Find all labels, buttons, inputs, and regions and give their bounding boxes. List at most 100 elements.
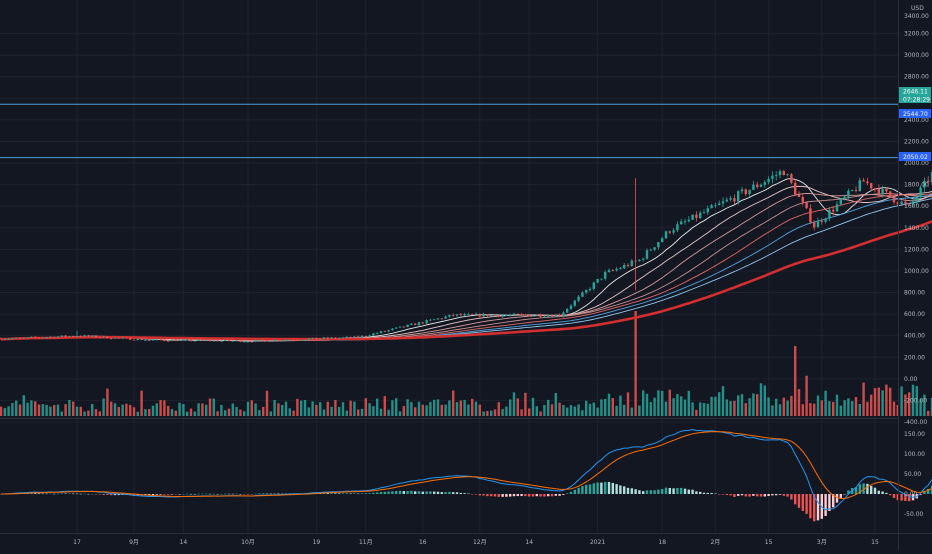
macd-histogram-bar (383, 491, 386, 494)
volume-bar (634, 311, 637, 416)
horizontal-lines[interactable] (0, 93, 932, 159)
macd-histogram-bar (170, 494, 174, 495)
volume-bar (843, 400, 846, 416)
candle-body (353, 336, 356, 338)
macd-histogram-bar (254, 493, 257, 495)
macd-histogram-bar (482, 494, 485, 496)
price-axis[interactable]: USD 3400.00 3200.003000.002800.002600.00… (904, 5, 929, 426)
volume-bar (159, 400, 162, 416)
macd-histogram-bar (360, 493, 364, 494)
macd-histogram-bar (201, 493, 204, 495)
macd-histogram-bar (870, 485, 873, 494)
candle-body (83, 335, 86, 337)
candle-body (182, 339, 185, 341)
volume-bar (349, 400, 352, 416)
macd-histogram-bar (828, 494, 831, 511)
macd-histogram-bar (687, 489, 690, 494)
candle-body (345, 336, 348, 338)
volume-bar (820, 400, 823, 416)
volume-bar (794, 346, 797, 416)
candle-body (41, 337, 44, 339)
countdown-label: 07:28:29 (903, 97, 930, 104)
candle-body (900, 201, 903, 205)
volume-bar (554, 393, 557, 416)
macd-histogram-bar (53, 493, 56, 495)
candle-body (250, 341, 253, 343)
volume-bar (729, 401, 732, 416)
macd-histogram-bar (178, 494, 181, 495)
volume-bar (733, 400, 736, 416)
macd-histogram-bar (699, 491, 702, 494)
macd-histogram-bar (387, 491, 390, 494)
volume-bar (547, 399, 550, 416)
macd-histogram-bar (490, 494, 493, 497)
time-tick-label: 18 (658, 539, 666, 546)
candle-body (706, 208, 709, 213)
candle-body (801, 197, 804, 203)
candle-body (239, 340, 242, 342)
time-tick-label: 10月 (241, 539, 255, 546)
volume-bar (801, 404, 804, 416)
macd-histogram-bar (326, 493, 329, 494)
candle-body (535, 314, 538, 316)
candle-body (322, 337, 326, 339)
volume-bar (30, 400, 33, 416)
volume-bar (417, 401, 421, 416)
macd-histogram-bar (524, 494, 527, 497)
volume-bar (919, 399, 922, 416)
volume-bar (615, 405, 618, 416)
candle-body (307, 338, 310, 340)
macd-histogram-bar (645, 490, 649, 494)
volume-bar (205, 404, 208, 416)
candle-body (661, 238, 664, 243)
candle-body (756, 184, 759, 187)
candle-body (740, 189, 744, 192)
macd-histogram-bar (573, 489, 576, 494)
volume-bar (676, 394, 679, 416)
macd-pane (0, 428, 932, 522)
macd-histogram-bar (398, 490, 402, 494)
volume-bar (706, 403, 709, 416)
candle-body (296, 340, 299, 341)
price-tick-label: 2800.00 (904, 74, 929, 81)
candle-body (45, 337, 48, 339)
macd-histogram-bar (174, 494, 177, 495)
volume-bar (558, 402, 561, 416)
volume-bar (239, 409, 242, 416)
macd-histogram-bar (516, 494, 519, 497)
volume-bar (718, 392, 721, 416)
volume-bar (881, 390, 884, 416)
macd-histogram-bar (429, 491, 432, 494)
volume-bar (486, 411, 489, 416)
candle-body (919, 187, 922, 198)
volume-bar (668, 389, 671, 416)
volume-bar (509, 399, 512, 416)
macd-histogram-bar (759, 494, 763, 497)
volume-bar (725, 399, 728, 416)
macd-histogram-bar (695, 491, 698, 494)
candle-body (581, 292, 584, 297)
volume-bar (501, 409, 504, 416)
candle-body (832, 209, 835, 212)
volume-bar (493, 409, 497, 416)
candle-body (904, 201, 907, 204)
macd-histogram-bar (353, 493, 356, 494)
time-axis[interactable]: 179月1410月1911月1612月142021182月153月154月145… (73, 539, 932, 546)
candle-body (243, 341, 246, 343)
time-tick-label: 19 (313, 539, 321, 546)
volume-bar (862, 382, 865, 416)
candle-body (155, 339, 158, 341)
candle-body (877, 188, 880, 195)
macd-axis[interactable]: 150.00 100.00 50.00 0.00 -50.00 (904, 431, 925, 518)
volume-bar (832, 401, 835, 416)
candle-body (531, 315, 535, 317)
macd-histogram-bar (653, 490, 656, 494)
volume-bar (125, 403, 128, 416)
macd-histogram-bar (505, 494, 508, 497)
price-tick-label: 600.00 (904, 311, 925, 318)
macd-histogram-bar (330, 493, 333, 494)
volume-bar (121, 404, 124, 416)
